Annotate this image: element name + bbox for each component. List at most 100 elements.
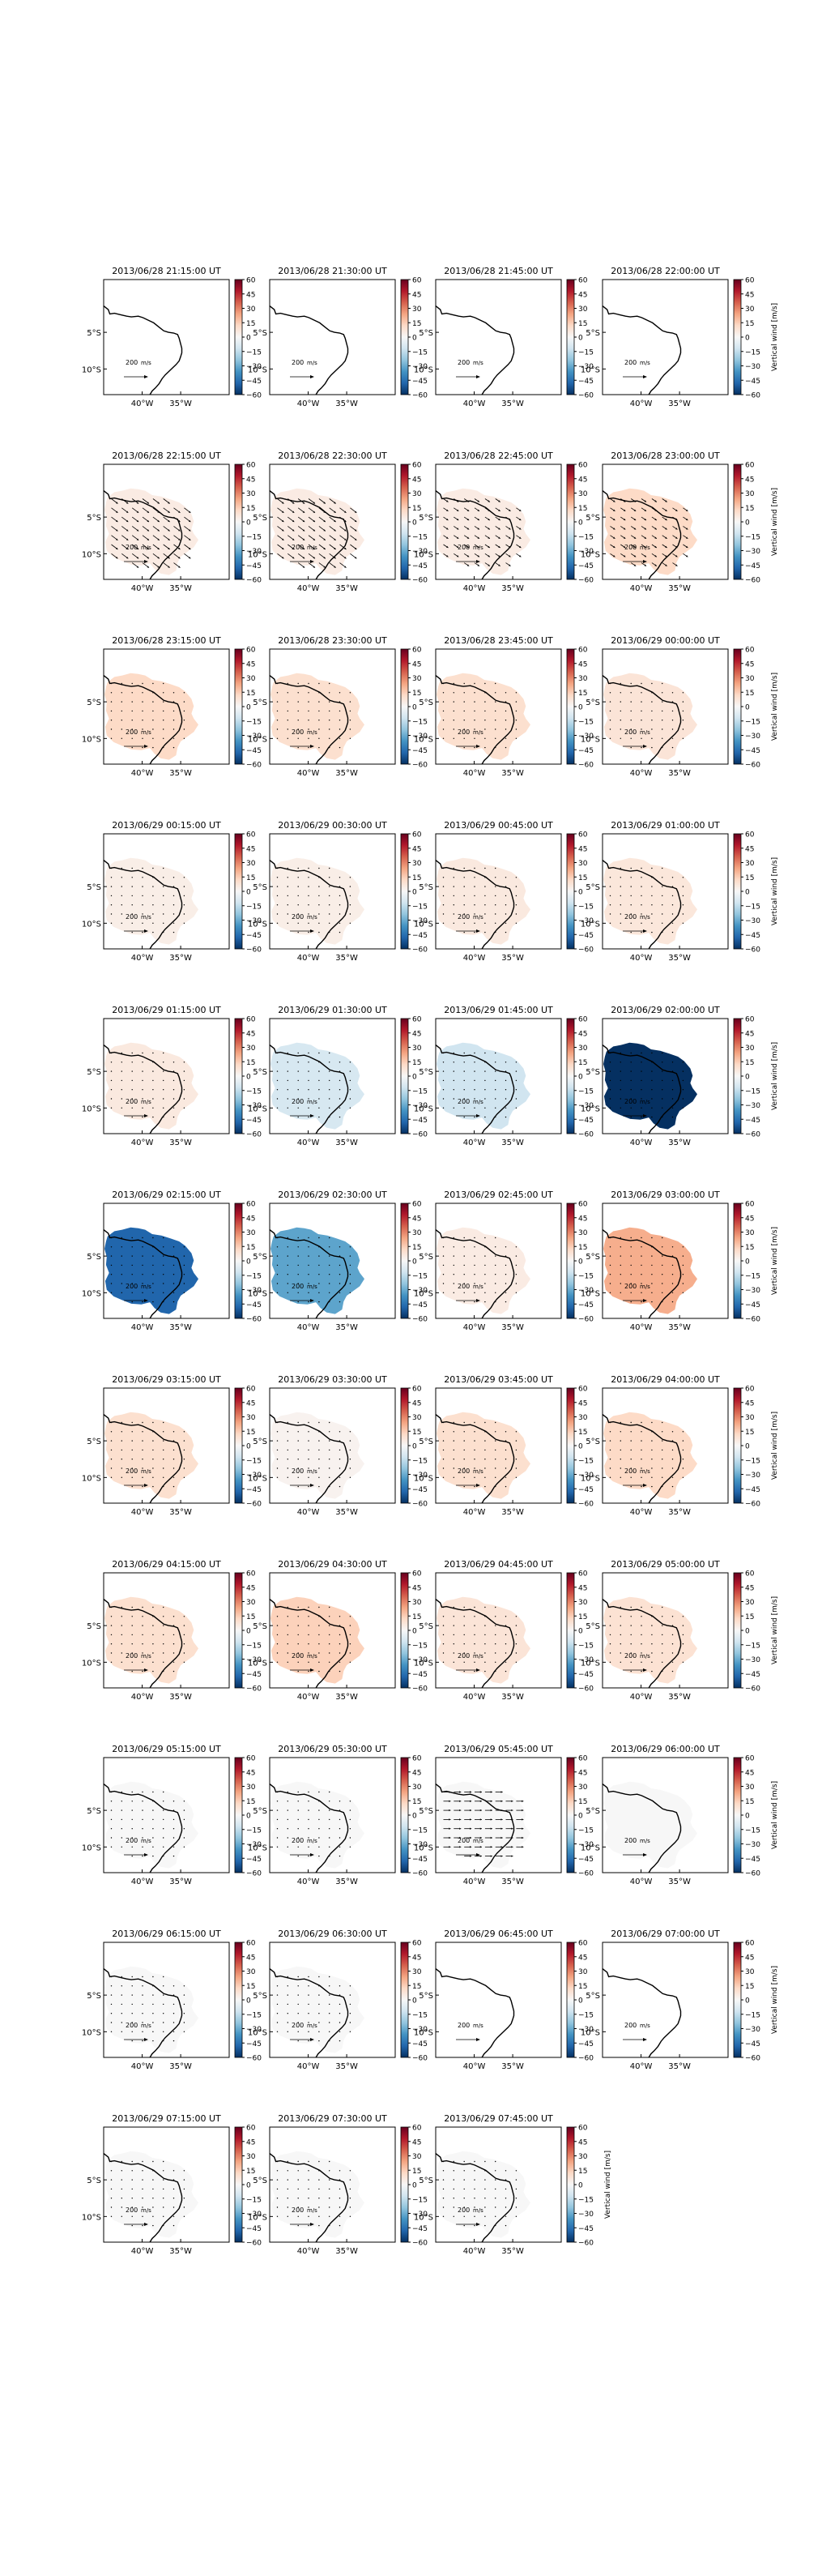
wind-vector bbox=[287, 1089, 288, 1091]
wind-field bbox=[270, 1781, 364, 1869]
colorbar-tick-label: −45 bbox=[246, 562, 262, 570]
wind-vector bbox=[142, 1846, 143, 1848]
lon-tick-label: 40°W bbox=[630, 2062, 653, 2071]
wind-vector bbox=[463, 1652, 465, 1654]
wind-vector-head bbox=[188, 538, 191, 540]
wind-vector-head bbox=[313, 547, 315, 549]
colorbar-tick-label: 15 bbox=[578, 1613, 587, 1621]
wind-vector bbox=[620, 877, 621, 878]
colorbar bbox=[234, 2126, 243, 2243]
wind-vector bbox=[495, 1089, 496, 1091]
wind-vector bbox=[495, 1292, 496, 1293]
colorbar-tick-label: 30 bbox=[578, 1968, 588, 1976]
wind-field bbox=[437, 1227, 530, 1314]
wind-vector bbox=[620, 1634, 621, 1636]
wind-vector-head bbox=[459, 1791, 462, 1793]
wind-vector-head bbox=[168, 557, 170, 559]
panel-plot-area: 200 m/s bbox=[603, 1596, 697, 1688]
axes-background bbox=[270, 280, 395, 395]
wind-vector bbox=[318, 1485, 320, 1488]
wind-vector bbox=[329, 1283, 330, 1284]
wind-vector bbox=[442, 1440, 445, 1442]
wind-vector bbox=[651, 1292, 653, 1293]
wind-vector bbox=[297, 1440, 299, 1442]
wind-vector bbox=[620, 1079, 621, 1082]
colorbar bbox=[234, 1387, 243, 1504]
wind-vector bbox=[152, 1440, 154, 1442]
wind-vector bbox=[297, 1421, 299, 1424]
lat-tick-label: 5°S bbox=[87, 2177, 101, 2185]
lat-tick-label: 10°S bbox=[82, 920, 101, 929]
wind-vector-head bbox=[509, 509, 511, 511]
lon-tick-label: 40°W bbox=[297, 2062, 320, 2071]
wind-vector bbox=[484, 1485, 486, 1488]
colorbar-tick-label: 45 bbox=[412, 845, 421, 853]
coastline bbox=[270, 490, 349, 579]
colorbar-tick-label: 30 bbox=[246, 1599, 256, 1607]
wind-vector bbox=[276, 2170, 279, 2172]
wind-vector bbox=[463, 1616, 465, 1617]
colorbar-tick-label: 60 bbox=[578, 647, 588, 655]
wind-vector bbox=[630, 1283, 632, 1284]
wind-vector bbox=[131, 1652, 133, 1654]
colorbar-tick-label: −60 bbox=[246, 392, 262, 400]
colorbar-tick-label: −15 bbox=[412, 348, 428, 357]
wind-vector bbox=[505, 1661, 507, 1663]
wind-vector bbox=[484, 1634, 486, 1636]
lat-tick-label: 5°S bbox=[586, 1068, 600, 1077]
wind-vector-head bbox=[518, 545, 522, 548]
wind-vector-head bbox=[633, 509, 637, 511]
wind-vector-head bbox=[623, 536, 626, 539]
lat-tick-label: 10°S bbox=[414, 1659, 433, 1668]
coastline bbox=[603, 1414, 682, 1503]
wind-vector bbox=[276, 2179, 279, 2181]
colorbar-tick-label: −15 bbox=[578, 2011, 594, 2019]
colorbar-tick-label: −45 bbox=[412, 1486, 428, 1494]
colorbar bbox=[234, 1757, 243, 1873]
wind-vector-head bbox=[344, 566, 347, 568]
wind-vector bbox=[318, 2160, 320, 2163]
panel-plot-area: 200 m/s bbox=[436, 488, 530, 579]
colorbar-tick-label: 0 bbox=[578, 1443, 583, 1451]
wind-vector bbox=[318, 1818, 320, 1821]
wind-vector-head bbox=[292, 557, 295, 559]
lon-tick-label: 35°W bbox=[335, 2247, 358, 2256]
wind-vector bbox=[121, 1421, 122, 1424]
colorbar-tick-label: 45 bbox=[246, 2138, 255, 2147]
lon-tick-label: 40°W bbox=[297, 1323, 320, 1332]
wind-field bbox=[437, 857, 530, 945]
colorbar-label: Vertical wind [m/s] bbox=[771, 303, 779, 371]
lat-tick-label: 5°S bbox=[419, 698, 433, 707]
colorbar bbox=[400, 279, 409, 395]
scale-arrow-head bbox=[476, 2223, 480, 2226]
wind-vector bbox=[152, 2013, 154, 2014]
wind-vector bbox=[297, 922, 299, 924]
axes-background bbox=[436, 1942, 561, 2057]
colorbar-tick-label: 15 bbox=[745, 874, 754, 882]
wind-vector bbox=[329, 1652, 330, 1654]
wind-vector bbox=[318, 2013, 320, 2014]
scale-arrow-unit: m/s bbox=[473, 1838, 483, 1844]
wind-vector bbox=[142, 682, 143, 685]
wind-vector bbox=[463, 2224, 465, 2227]
colorbar-tick-label: 60 bbox=[745, 277, 755, 285]
wind-vector bbox=[121, 2179, 122, 2181]
colorbar-tick-label: 0 bbox=[412, 1628, 417, 1636]
wind-vector bbox=[442, 895, 445, 897]
colorbar bbox=[733, 279, 742, 395]
colorbar-tick-label: −30 bbox=[246, 733, 262, 741]
scale-arrow-unit: m/s bbox=[141, 360, 151, 366]
wind-vector bbox=[172, 728, 175, 730]
wind-vector bbox=[131, 1837, 133, 1839]
wind-vector bbox=[463, 701, 465, 703]
wind-vector bbox=[163, 1079, 164, 1082]
wind-vector bbox=[484, 728, 486, 730]
colorbar-tick-label: −60 bbox=[412, 2055, 428, 2063]
wind-vector bbox=[131, 1485, 133, 1488]
lat-tick-label: 5°S bbox=[586, 1253, 600, 1262]
wind-vector bbox=[318, 1098, 320, 1100]
